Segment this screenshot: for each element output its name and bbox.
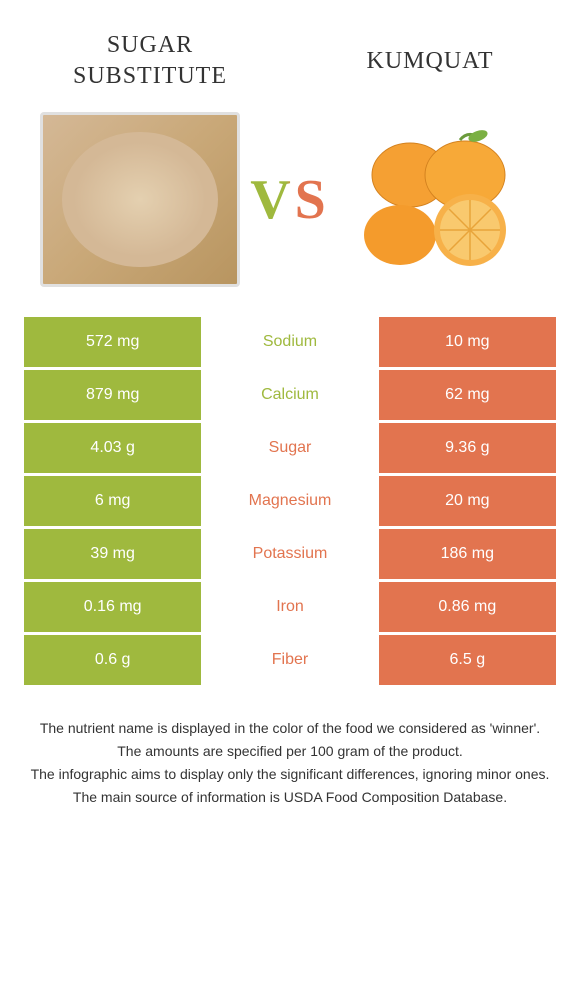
left-title-line2: substitute xyxy=(73,63,227,89)
nutrient-left-value: 0.6 g xyxy=(24,635,201,685)
nutrient-right-value: 186 mg xyxy=(379,529,556,579)
nutrient-row: 0.6 gFiber6.5 g xyxy=(24,635,556,685)
nutrient-right-value: 6.5 g xyxy=(379,635,556,685)
nutrient-right-value: 62 mg xyxy=(379,370,556,420)
footer-line-1: The nutrient name is displayed in the co… xyxy=(30,718,550,739)
nutrient-left-value: 0.16 mg xyxy=(24,582,201,632)
vs-label: VS xyxy=(250,168,330,232)
nutrient-left-value: 879 mg xyxy=(24,370,201,420)
nutrient-row: 572 mgSodium10 mg xyxy=(24,317,556,367)
left-food-title: Sugar substitute xyxy=(50,30,250,92)
nutrient-row: 6 mgMagnesium20 mg xyxy=(24,476,556,526)
left-title-line1: Sugar xyxy=(107,32,193,58)
right-food-title: Kumquat xyxy=(330,46,530,77)
footer-line-3: The infographic aims to display only the… xyxy=(30,764,550,785)
nutrient-right-value: 10 mg xyxy=(379,317,556,367)
nutrient-right-value: 20 mg xyxy=(379,476,556,526)
nutrient-row: 879 mgCalcium62 mg xyxy=(24,370,556,420)
nutrient-left-value: 6 mg xyxy=(24,476,201,526)
nutrient-name: Magnesium xyxy=(201,476,378,526)
nutrient-left-value: 4.03 g xyxy=(24,423,201,473)
nutrient-left-value: 39 mg xyxy=(24,529,201,579)
nutrient-name: Calcium xyxy=(201,370,378,420)
nutrient-name: Potassium xyxy=(201,529,378,579)
kumquat-image xyxy=(340,112,540,287)
images-row: VS xyxy=(20,112,560,317)
header: Sugar substitute Kumquat xyxy=(20,20,560,112)
nutrient-name: Fiber xyxy=(201,635,378,685)
nutrient-table: 572 mgSodium10 mg879 mgCalcium62 mg4.03 … xyxy=(20,317,560,685)
nutrient-left-value: 572 mg xyxy=(24,317,201,367)
nutrient-row: 4.03 gSugar9.36 g xyxy=(24,423,556,473)
nutrient-name: Iron xyxy=(201,582,378,632)
nutrient-name: Sodium xyxy=(201,317,378,367)
nutrient-row: 39 mgPotassium186 mg xyxy=(24,529,556,579)
sugar-substitute-image xyxy=(40,112,240,287)
nutrient-right-value: 0.86 mg xyxy=(379,582,556,632)
nutrient-row: 0.16 mgIron0.86 mg xyxy=(24,582,556,632)
nutrient-name: Sugar xyxy=(201,423,378,473)
footer-line-4: The main source of information is USDA F… xyxy=(30,787,550,808)
footer-line-2: The amounts are specified per 100 gram o… xyxy=(30,741,550,762)
footer-notes: The nutrient name is displayed in the co… xyxy=(20,688,560,820)
nutrient-right-value: 9.36 g xyxy=(379,423,556,473)
